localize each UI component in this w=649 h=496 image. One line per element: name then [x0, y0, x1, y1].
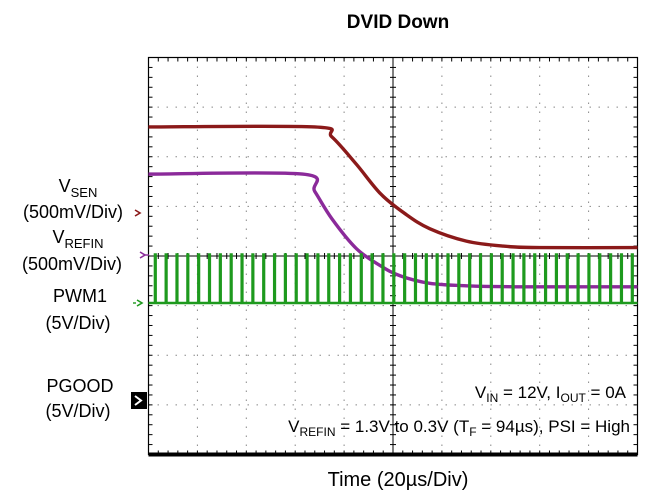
x-axis-label: Time (20µs/Div) — [328, 469, 469, 491]
pgood-label: PGOOD — [46, 376, 113, 396]
refin-annotation: VREFIN = 1.3V to 0.3V (TF = 94µs), PSI =… — [288, 417, 630, 439]
vrefin-scale: (500mV/Div) — [22, 254, 122, 274]
vrefin-marker-icon — [139, 251, 149, 259]
vin-sub: IN — [486, 391, 498, 405]
channel-label-vrefin: VREFIN (500mV/Div) — [22, 227, 122, 274]
refin-rest: = 94µs), PSI = High — [477, 417, 630, 436]
pwm1-label: PWM1 — [53, 286, 107, 306]
refin-sub: REFIN — [300, 425, 336, 439]
vin-iout-annotation: VIN = 12V, IOUT = 0A — [475, 383, 627, 405]
tf-sub: F — [469, 425, 476, 439]
pgood-marker-icon — [131, 392, 147, 409]
vsen-marker-icon — [134, 209, 142, 217]
refin-mid: = 1.3V to 0.3V (T — [336, 417, 470, 436]
channel-label-pwm1: PWM1 (5V/Div) — [45, 286, 110, 333]
channel-label-vsen: VSEN (500mV/Div) — [23, 176, 123, 222]
trace-pwm1 — [148, 253, 638, 304]
vsen-scale: (500mV/Div) — [23, 202, 123, 222]
vsen-label-sub: SEN — [71, 185, 98, 200]
iout-value: = 0A — [586, 383, 627, 402]
pwm1-marker-icon — [133, 299, 144, 307]
trace-vsen — [148, 124, 638, 250]
vin-value: = 12V, — [498, 383, 556, 402]
pgood-scale: (5V/Div) — [45, 401, 110, 421]
channel-label-pgood: PGOOD (5V/Div) — [45, 376, 113, 421]
vrefin-label-main: V — [52, 227, 64, 247]
vsen-label-main: V — [59, 176, 71, 196]
iout-main: I — [556, 383, 561, 402]
iout-sub: OUT — [560, 391, 586, 405]
chart-title: DVID Down — [347, 12, 449, 33]
pwm1-scale: (5V/Div) — [45, 313, 110, 333]
svg-text:VREFIN: VREFIN — [52, 227, 103, 251]
svg-text:VSEN: VSEN — [59, 176, 98, 200]
trace-layer — [148, 124, 638, 457]
vrefin-label-sub: REFIN — [65, 236, 104, 251]
